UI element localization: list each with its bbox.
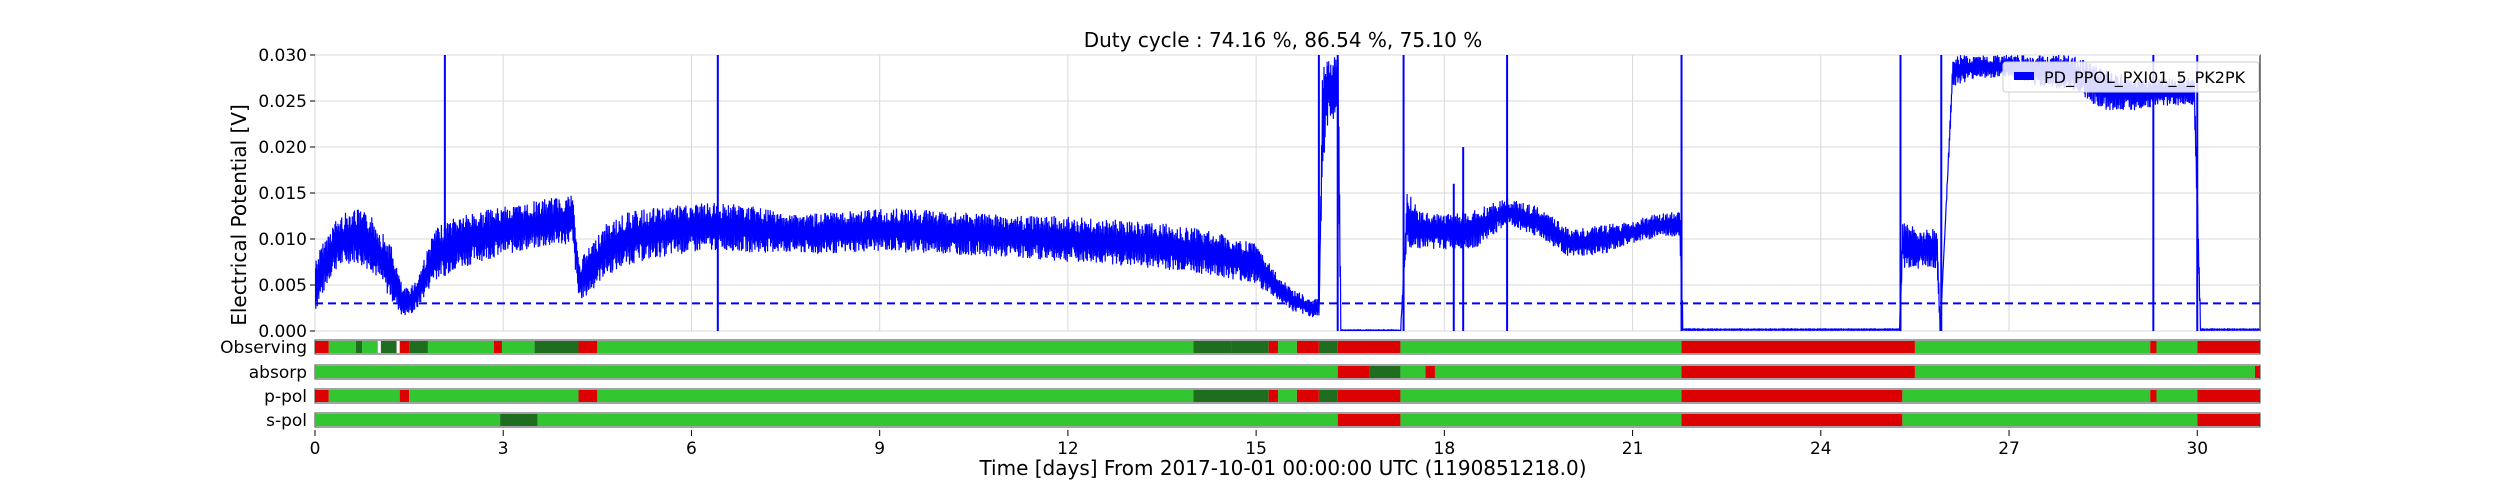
- state-segment: [427, 341, 494, 353]
- state-segment: [1193, 390, 1269, 402]
- state-segment: [1296, 341, 1319, 353]
- state-segment: [1434, 366, 1682, 378]
- x-tick-label: 12: [1057, 439, 1079, 459]
- y-tick-label: 0.020: [258, 138, 307, 158]
- x-tick-label: 15: [1245, 439, 1267, 459]
- series-group: [315, 55, 2260, 331]
- state-segment: [537, 414, 1338, 426]
- state-segment: [1681, 366, 1915, 378]
- y-tick-label: 0.000: [258, 322, 307, 342]
- state-segment: [1681, 390, 1903, 402]
- state-segment: [315, 414, 501, 426]
- state-segment: [1681, 414, 1903, 426]
- state-segment: [501, 341, 535, 353]
- state-segment: [328, 341, 356, 353]
- x-tick-label: 24: [1810, 439, 1832, 459]
- y-tick-label: 0.005: [258, 276, 307, 296]
- state-segment: [1337, 341, 1401, 353]
- y-tick-label: 0.025: [258, 92, 307, 112]
- x-tick-label: 18: [1434, 439, 1456, 459]
- state-row-label: p-pol: [264, 387, 307, 407]
- x-axis-ticks: 0 3 6 9 12 15 18 21 24 27 30: [310, 430, 2208, 459]
- series-line: [315, 55, 2260, 331]
- state-row-label: absorp: [249, 363, 307, 383]
- x-axis-label: Time [days] From 2017-10-01 00:00:00 UTC…: [978, 456, 1586, 480]
- state-segment: [362, 341, 378, 353]
- state-segment: [1369, 366, 1401, 378]
- y-tick-label: 0.015: [258, 184, 307, 204]
- state-segment: [1337, 390, 1401, 402]
- legend: PD_PPOL_PXI01_5_PK2PK: [2002, 61, 2260, 93]
- series-layer: [315, 55, 2260, 331]
- state-segment: [315, 366, 1338, 378]
- state-segment: [493, 341, 502, 353]
- state-segment: [1318, 341, 1338, 353]
- state-segment: [409, 341, 428, 353]
- legend-entry: PD_PPOL_PXI01_5_PK2PK: [2044, 68, 2246, 88]
- state-segment: [1278, 341, 1297, 353]
- state-segment: [1914, 366, 2255, 378]
- state-rows: Observing absorp p-pol s-pol: [220, 338, 2261, 431]
- state-segment: [2197, 341, 2260, 353]
- state-segment: [328, 390, 400, 402]
- state-segment: [578, 390, 598, 402]
- state-segment: [1268, 390, 1279, 402]
- x-tick-label: 21: [1622, 439, 1644, 459]
- state-segment: [1400, 414, 1682, 426]
- state-segment: [1296, 390, 1319, 402]
- state-segment: [1337, 366, 1370, 378]
- state-segment: [1902, 390, 2151, 402]
- state-segment: [597, 390, 1194, 402]
- y-tick-label: 0.030: [258, 46, 307, 66]
- state-segment: [409, 390, 579, 402]
- x-tick-label: 0: [310, 439, 321, 459]
- x-tick-label: 9: [874, 439, 885, 459]
- state-segment: [2150, 341, 2157, 353]
- state-segment: [1400, 366, 1426, 378]
- y-axis-label: Electrical Potential [V]: [227, 104, 251, 326]
- legend-box: [2002, 61, 2260, 93]
- state-segment: [1902, 414, 2198, 426]
- state-segment: [1318, 390, 1338, 402]
- x-tick-label: 3: [498, 439, 509, 459]
- state-segment: [399, 341, 410, 353]
- x-tick-label: 27: [1998, 439, 2020, 459]
- x-tick-label: 30: [2186, 439, 2208, 459]
- state-segment: [1400, 341, 1682, 353]
- state-segment: [1278, 390, 1297, 402]
- state-segment: [315, 390, 329, 402]
- state-segment: [578, 341, 598, 353]
- state-segment: [2254, 366, 2260, 378]
- state-segment: [1400, 390, 1682, 402]
- state-row-label: s-pol: [266, 411, 307, 431]
- state-segment: [1681, 341, 1915, 353]
- state-segment: [1193, 341, 1232, 353]
- state-segment: [534, 341, 579, 353]
- state-segment: [355, 341, 363, 353]
- x-tick-label: 6: [686, 439, 697, 459]
- y-tick-label: 0.010: [258, 230, 307, 250]
- state-segment: [2156, 390, 2198, 402]
- state-segment: [380, 341, 397, 353]
- state-segment: [315, 341, 329, 353]
- state-segment: [1268, 341, 1279, 353]
- state-segment: [399, 390, 410, 402]
- state-row-label: Observing: [220, 338, 307, 358]
- state-segment: [1337, 414, 1401, 426]
- state-segment: [1914, 341, 2151, 353]
- state-segment: [2197, 414, 2260, 426]
- legend-swatch: [2014, 72, 2034, 80]
- state-segment: [1231, 341, 1269, 353]
- state-segment: [2197, 390, 2260, 402]
- state-segment: [1425, 366, 1435, 378]
- state-segment: [2150, 390, 2157, 402]
- y-axis-ticks: 0.000 0.005 0.010 0.015 0.020 0.025 0.030: [258, 46, 315, 342]
- state-segment: [500, 414, 538, 426]
- state-segment: [2156, 341, 2198, 353]
- state-segment: [597, 341, 1194, 353]
- chart-title: Duty cycle : 74.16 %, 86.54 %, 75.10 %: [1084, 28, 1483, 52]
